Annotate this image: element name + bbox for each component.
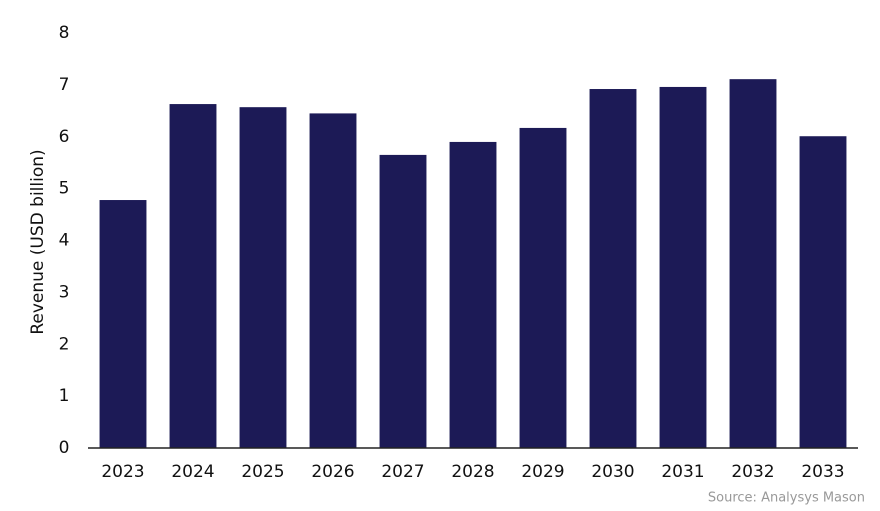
bar xyxy=(729,79,777,448)
x-tick-label: 2023 xyxy=(101,462,144,482)
y-tick-label: 8 xyxy=(59,23,70,43)
x-tick-label: 2027 xyxy=(381,462,424,482)
y-tick-label: 1 xyxy=(59,386,70,406)
bar xyxy=(169,104,217,448)
bar xyxy=(379,154,427,448)
x-tick-label: 2024 xyxy=(171,462,214,482)
bar xyxy=(589,89,637,449)
x-tick-label: 2029 xyxy=(521,462,564,482)
y-tick-label: 6 xyxy=(59,127,70,147)
x-tick-label: 2030 xyxy=(591,462,634,482)
x-tick-label: 2028 xyxy=(451,462,494,482)
x-tick-label: 2031 xyxy=(661,462,704,482)
bar xyxy=(99,200,147,448)
x-tick-label: 2033 xyxy=(801,462,844,482)
x-tick-label: 2032 xyxy=(731,462,774,482)
bar xyxy=(519,127,567,449)
bar xyxy=(799,136,847,448)
bar xyxy=(309,113,357,448)
source-note: Source: Analysys Mason xyxy=(708,491,865,506)
y-tick-label: 0 xyxy=(59,438,70,458)
y-tick-label: 2 xyxy=(59,334,70,354)
bar xyxy=(239,107,287,449)
x-tick-label: 2026 xyxy=(311,462,354,482)
x-tick-label: 2025 xyxy=(241,462,284,482)
y-tick-label: 4 xyxy=(59,231,70,251)
y-axis-label: Revenue (USD billion) xyxy=(28,149,48,334)
bar xyxy=(659,86,707,448)
y-tick-label: 5 xyxy=(59,179,70,199)
bar xyxy=(449,141,497,448)
y-tick-label: 3 xyxy=(59,282,70,302)
y-tick-label: 7 xyxy=(59,75,70,95)
